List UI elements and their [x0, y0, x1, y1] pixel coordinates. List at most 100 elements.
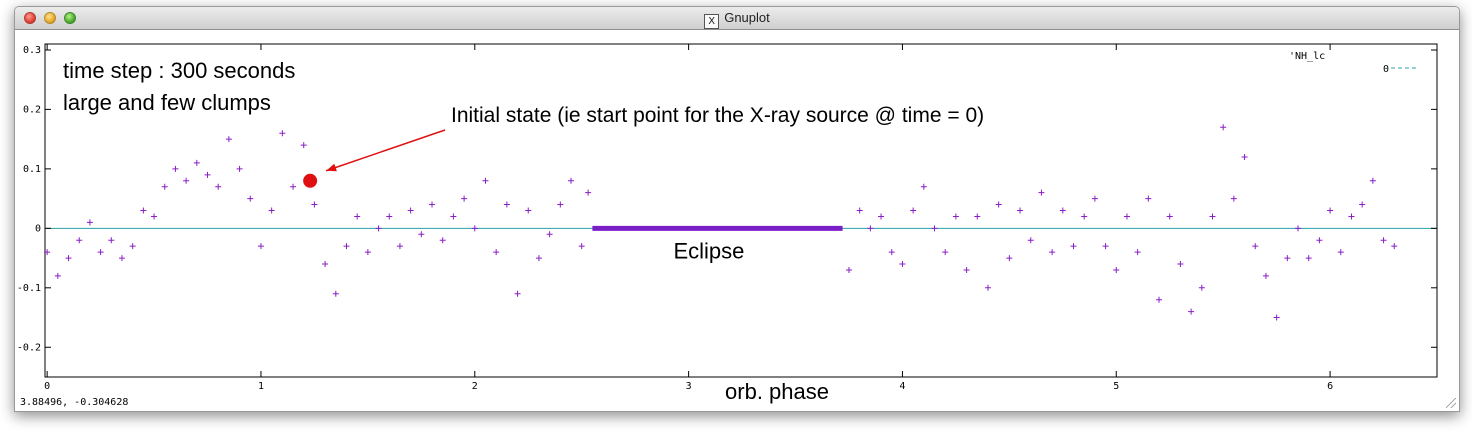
data-point [418, 231, 425, 238]
initial-state-arrowhead [326, 163, 337, 172]
data-point [108, 237, 115, 244]
initial-state-arrow [325, 129, 446, 172]
y-tick-label: 0.1 [23, 164, 41, 175]
data-point [386, 213, 393, 220]
data-point [899, 261, 906, 268]
note-clumps: large and few clumps [63, 90, 271, 115]
data-point [193, 159, 200, 166]
data-point [183, 177, 190, 184]
data-point [1391, 243, 1398, 250]
x-tick-label: 1 [258, 381, 264, 392]
data-point [450, 213, 457, 220]
note-time-step: time step : 300 seconds [63, 58, 295, 83]
data-point [888, 249, 895, 256]
data-point [161, 183, 168, 190]
legend-label: 'NH_lc [1289, 51, 1325, 62]
data-point [151, 213, 158, 220]
data-point [503, 201, 510, 208]
data-point [931, 225, 938, 232]
data-point [493, 249, 500, 256]
data-point [557, 201, 564, 208]
x-tick-label: 4 [899, 381, 905, 392]
data-point [482, 177, 489, 184]
data-point [1027, 237, 1034, 244]
data-point [97, 249, 104, 256]
data-point [311, 201, 318, 208]
gnuplot-window: X Gnuplot -0.2 -0.1 0 0.1 0.2 0.3 0 1 2 3 4 5 6 Ecli… [14, 6, 1460, 412]
data-point [1295, 225, 1302, 232]
zoom-button[interactable] [64, 12, 76, 24]
data-point [525, 207, 532, 214]
close-button[interactable] [24, 12, 36, 24]
data-point [290, 183, 297, 190]
data-point [1262, 272, 1269, 279]
y-tick-label: 0.3 [23, 45, 41, 56]
data-point [268, 207, 275, 214]
data-point [407, 207, 414, 214]
data-point [1038, 189, 1045, 196]
data-point [568, 177, 575, 184]
data-point [461, 195, 468, 202]
minimize-button[interactable] [44, 12, 56, 24]
data-point [1113, 266, 1120, 273]
data-point [578, 243, 585, 250]
plot-border [44, 43, 1438, 378]
legend-entry: 0 [1383, 64, 1389, 75]
data-point [1081, 213, 1088, 220]
data-point [44, 249, 51, 256]
data-point [257, 243, 264, 250]
data-point [585, 189, 592, 196]
data-point [439, 237, 446, 244]
data-point [1059, 207, 1066, 214]
plot-canvas[interactable]: -0.2 -0.1 0 0.1 0.2 0.3 0 1 2 3 4 5 6 Eclipse time … [15, 30, 1459, 410]
y-tick-label: 0 [35, 223, 41, 234]
resize-grip-icon[interactable] [1446, 398, 1456, 408]
data-point [1123, 213, 1130, 220]
data-point [322, 261, 329, 268]
eclipse-label: Eclipse [673, 238, 744, 263]
x-tick-label: 2 [472, 381, 478, 392]
title-bar[interactable]: X Gnuplot [15, 7, 1459, 30]
data-point [172, 165, 179, 172]
data-point [471, 225, 478, 232]
data-point [1348, 213, 1355, 220]
data-point [1166, 213, 1173, 220]
x-axis-label: orb. phase [725, 379, 829, 404]
data-point [1209, 213, 1216, 220]
cursor-coordinates: 3.88496, -0.304628 [20, 397, 129, 408]
data-point [1327, 207, 1334, 214]
data-point [910, 207, 917, 214]
data-point [354, 213, 361, 220]
y-axis-ticks: -0.2 -0.1 0 0.1 0.2 0.3 [17, 45, 1437, 353]
x11-icon: X [704, 14, 720, 29]
data-point [1134, 249, 1141, 256]
data-point [1070, 243, 1077, 250]
data-point [878, 213, 885, 220]
data-point [343, 243, 350, 250]
data-point [247, 195, 254, 202]
data-point [535, 255, 542, 262]
data-point [1220, 124, 1227, 131]
data-point [76, 237, 83, 244]
data-point [1049, 249, 1056, 256]
data-point [300, 142, 307, 149]
data-point [364, 249, 371, 256]
data-point [1188, 308, 1195, 315]
x-tick-label: 3 [686, 381, 692, 392]
x-axis-ticks: 0 1 2 3 4 5 6 [44, 44, 1333, 392]
data-point [1145, 195, 1152, 202]
data-point [952, 213, 959, 220]
data-points [44, 124, 1398, 321]
data-point [867, 225, 874, 232]
data-point [65, 255, 72, 262]
data-point [1156, 296, 1163, 303]
data-point [546, 231, 553, 238]
data-point [1102, 243, 1109, 250]
data-point [920, 183, 927, 190]
data-point [856, 207, 863, 214]
y-tick-label: 0.2 [23, 104, 41, 115]
data-point [236, 165, 243, 172]
data-point [1337, 249, 1344, 256]
data-point [1241, 153, 1248, 160]
data-point [1305, 255, 1312, 262]
